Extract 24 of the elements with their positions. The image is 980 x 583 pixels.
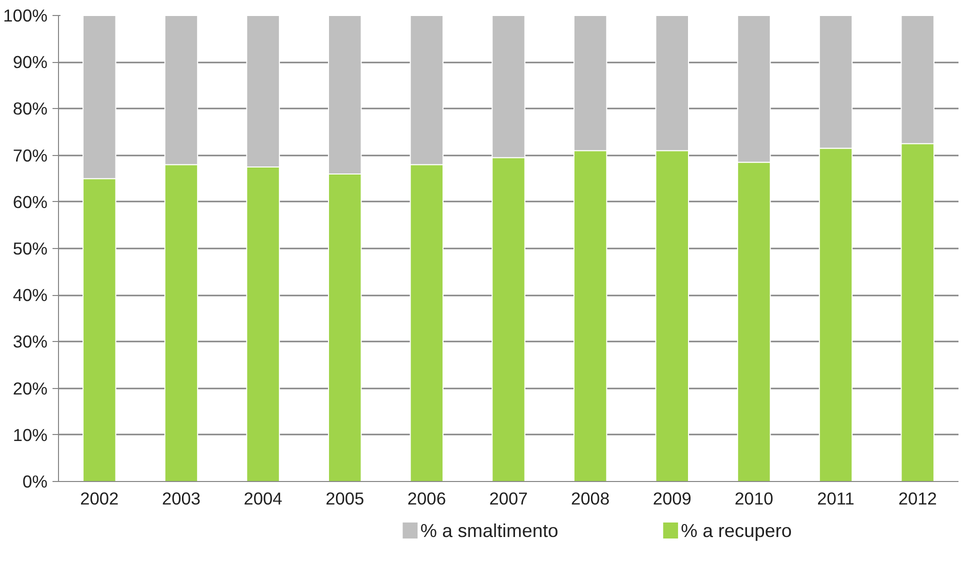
x-tick-label: 2003 (162, 488, 201, 508)
y-tick-label: 70% (12, 145, 48, 166)
x-tick-label: 2004 (244, 488, 283, 508)
y-tick-label: 50% (12, 238, 48, 258)
x-tick-label: 2007 (489, 488, 528, 508)
y-tick-label: 30% (12, 332, 48, 352)
x-tick-label: 2009 (652, 488, 692, 508)
legend-label: % a recupero (680, 520, 792, 541)
y-tick-label: 90% (12, 52, 48, 72)
x-tick-label: 2010 (734, 488, 774, 508)
y-tick-label: 80% (12, 98, 48, 119)
x-tick-label: 2006 (407, 488, 446, 508)
x-tick-label: 2012 (898, 488, 937, 508)
legend-label: % a smaltimento (420, 520, 558, 541)
y-tick-label: 100% (3, 6, 48, 26)
y-tick-label: 10% (12, 424, 48, 445)
y-tick-label: 0% (22, 472, 48, 492)
x-tick-label: 2002 (80, 488, 119, 508)
x-tick-label: 2005 (326, 488, 364, 508)
y-tick-label: 20% (12, 378, 48, 398)
y-tick-label: 60% (12, 192, 48, 212)
x-tick-label: 2008 (571, 488, 610, 508)
x-tick-label: 2011 (817, 488, 854, 508)
y-tick-label: 40% (12, 285, 48, 306)
